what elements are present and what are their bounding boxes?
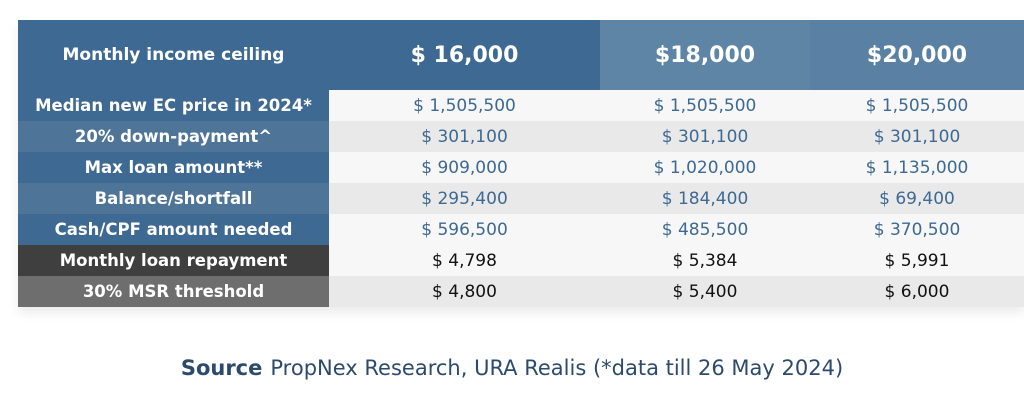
row-value: $ 909,000	[329, 152, 600, 183]
row-label: 20% down-payment^	[18, 121, 329, 152]
row-label: Median new EC price in 2024*	[18, 90, 329, 121]
row-value: $ 4,800	[329, 276, 600, 307]
header-income-16000: $ 16,000	[329, 20, 600, 90]
row-value: $ 370,500	[810, 214, 1024, 245]
source-label: Source	[180, 356, 263, 380]
row-label: Cash/CPF amount needed	[18, 214, 329, 245]
row-value: $ 1,505,500	[810, 90, 1024, 121]
row-value: $ 301,100	[810, 121, 1024, 152]
table-row: Median new EC price in 2024* $ 1,505,500…	[18, 90, 1024, 121]
row-value: $ 1,020,000	[600, 152, 810, 183]
row-value: $ 295,400	[329, 183, 600, 214]
table-row: Monthly loan repayment $ 4,798 $ 5,384 $…	[18, 245, 1024, 276]
table-row: 20% down-payment^ $ 301,100 $ 301,100 $ …	[18, 121, 1024, 152]
row-value: $ 301,100	[329, 121, 600, 152]
table-row: Max loan amount** $ 909,000 $ 1,020,000 …	[18, 152, 1024, 183]
row-value: $ 5,400	[600, 276, 810, 307]
row-label: Balance/shortfall	[18, 183, 329, 214]
row-value: $ 69,400	[810, 183, 1024, 214]
header-income-18000: $18,000	[600, 20, 810, 90]
row-label: Monthly loan repayment	[18, 245, 329, 276]
row-value: $ 184,400	[600, 183, 810, 214]
row-label: Max loan amount**	[18, 152, 329, 183]
row-value: $ 301,100	[600, 121, 810, 152]
income-table-container: Monthly income ceiling $ 16,000 $18,000 …	[18, 20, 1024, 307]
source-text: PropNex Research, URA Realis (*data till…	[270, 356, 844, 380]
row-value: $ 1,505,500	[329, 90, 600, 121]
header-label: Monthly income ceiling	[18, 20, 329, 90]
source-caption: Source PropNex Research, URA Realis (*dat…	[0, 356, 1024, 380]
row-value: $ 485,500	[600, 214, 810, 245]
header-income-20000: $20,000	[810, 20, 1024, 90]
row-value: $ 6,000	[810, 276, 1024, 307]
row-value: $ 5,991	[810, 245, 1024, 276]
table-row: Cash/CPF amount needed $ 596,500 $ 485,5…	[18, 214, 1024, 245]
table-row: Balance/shortfall $ 295,400 $ 184,400 $ …	[18, 183, 1024, 214]
table-row: 30% MSR threshold $ 4,800 $ 5,400 $ 6,00…	[18, 276, 1024, 307]
row-value: $ 1,135,000	[810, 152, 1024, 183]
row-value: $ 5,384	[600, 245, 810, 276]
row-value: $ 596,500	[329, 214, 600, 245]
header-row: Monthly income ceiling $ 16,000 $18,000 …	[18, 20, 1024, 90]
row-label: 30% MSR threshold	[18, 276, 329, 307]
row-value: $ 4,798	[329, 245, 600, 276]
row-value: $ 1,505,500	[600, 90, 810, 121]
income-table: Monthly income ceiling $ 16,000 $18,000 …	[18, 20, 1024, 307]
